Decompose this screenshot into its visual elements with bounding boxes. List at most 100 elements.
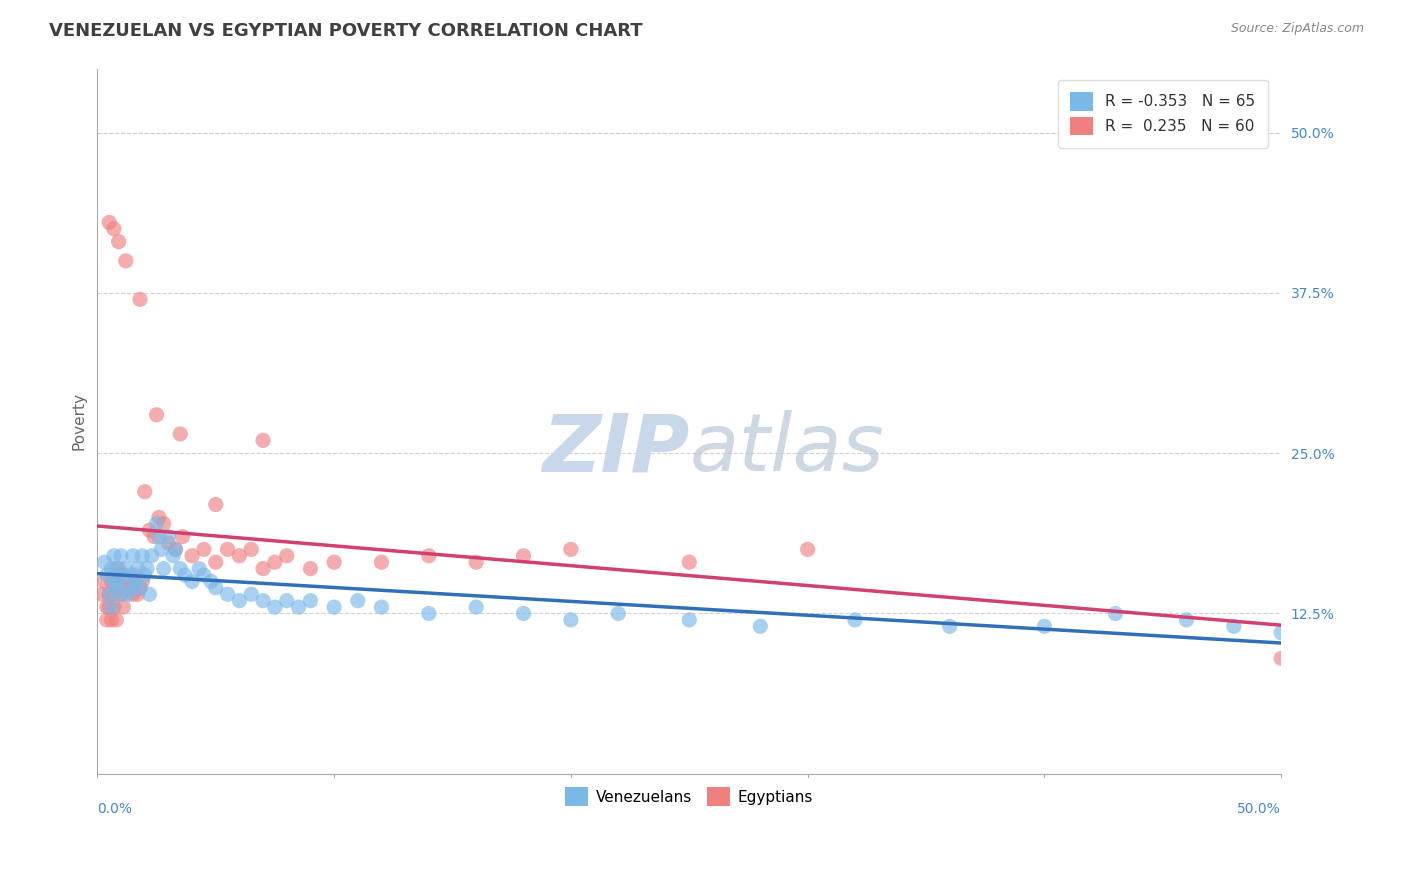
Point bbox=[1223, 619, 1246, 633]
Point bbox=[174, 568, 197, 582]
Point bbox=[162, 549, 184, 563]
Point bbox=[114, 581, 136, 595]
Text: 0.0%: 0.0% bbox=[97, 802, 132, 815]
Point bbox=[181, 574, 204, 589]
Point bbox=[96, 568, 118, 582]
Point bbox=[98, 600, 121, 615]
Point bbox=[188, 561, 211, 575]
Point bbox=[110, 587, 132, 601]
Point bbox=[129, 581, 152, 595]
Point bbox=[121, 587, 143, 601]
Point bbox=[204, 555, 226, 569]
Point bbox=[103, 574, 125, 589]
Point bbox=[465, 555, 488, 569]
Point bbox=[114, 561, 136, 575]
Point bbox=[138, 587, 160, 601]
Point bbox=[105, 568, 128, 582]
Point bbox=[1270, 651, 1292, 665]
Point bbox=[127, 561, 149, 575]
Point bbox=[105, 561, 128, 575]
Point bbox=[607, 607, 630, 621]
Text: ZIP: ZIP bbox=[541, 410, 689, 488]
Point bbox=[276, 549, 298, 563]
Point bbox=[169, 427, 191, 442]
Point bbox=[323, 555, 346, 569]
Point bbox=[181, 549, 204, 563]
Point bbox=[110, 549, 132, 563]
Point bbox=[131, 574, 153, 589]
Point bbox=[136, 561, 159, 575]
Point bbox=[124, 568, 146, 582]
Point bbox=[93, 574, 115, 589]
Point bbox=[103, 587, 125, 601]
Point bbox=[103, 600, 125, 615]
Point bbox=[678, 555, 700, 569]
Point bbox=[287, 600, 309, 615]
Point bbox=[193, 542, 215, 557]
Point bbox=[204, 498, 226, 512]
Point bbox=[124, 574, 146, 589]
Point bbox=[1033, 619, 1056, 633]
Point bbox=[112, 600, 135, 615]
Point bbox=[938, 619, 960, 633]
Point bbox=[152, 516, 174, 531]
Point bbox=[1175, 613, 1198, 627]
Point bbox=[1104, 607, 1126, 621]
Point bbox=[105, 581, 128, 595]
Text: atlas: atlas bbox=[689, 410, 884, 488]
Point bbox=[107, 561, 129, 575]
Point bbox=[299, 593, 322, 607]
Point bbox=[127, 587, 149, 601]
Point bbox=[93, 555, 115, 569]
Point bbox=[512, 607, 534, 621]
Point bbox=[678, 613, 700, 627]
Text: Source: ZipAtlas.com: Source: ZipAtlas.com bbox=[1230, 22, 1364, 36]
Point bbox=[749, 619, 772, 633]
Point bbox=[150, 542, 173, 557]
Point bbox=[204, 581, 226, 595]
Point bbox=[418, 607, 440, 621]
Point bbox=[121, 581, 143, 595]
Point bbox=[134, 568, 156, 582]
Point bbox=[100, 561, 122, 575]
Point bbox=[240, 587, 263, 601]
Point bbox=[117, 587, 139, 601]
Point bbox=[252, 561, 274, 575]
Point bbox=[105, 613, 128, 627]
Point bbox=[110, 568, 132, 582]
Point bbox=[148, 530, 170, 544]
Point bbox=[560, 613, 582, 627]
Point bbox=[844, 613, 866, 627]
Point bbox=[96, 600, 118, 615]
Point bbox=[138, 523, 160, 537]
Point bbox=[217, 587, 239, 601]
Legend: Venezuelans, Egyptians: Venezuelans, Egyptians bbox=[560, 781, 820, 812]
Point bbox=[157, 536, 180, 550]
Point bbox=[117, 574, 139, 589]
Point bbox=[121, 549, 143, 563]
Point bbox=[323, 600, 346, 615]
Text: VENEZUELAN VS EGYPTIAN POVERTY CORRELATION CHART: VENEZUELAN VS EGYPTIAN POVERTY CORRELATI… bbox=[49, 22, 643, 40]
Text: 50.0%: 50.0% bbox=[1237, 802, 1281, 815]
Point bbox=[796, 542, 818, 557]
Point bbox=[560, 542, 582, 557]
Point bbox=[107, 235, 129, 249]
Point bbox=[169, 561, 191, 575]
Point bbox=[193, 568, 215, 582]
Point bbox=[134, 484, 156, 499]
Point bbox=[370, 555, 392, 569]
Point bbox=[228, 593, 250, 607]
Point bbox=[228, 549, 250, 563]
Point bbox=[165, 542, 187, 557]
Point bbox=[129, 581, 152, 595]
Point bbox=[98, 587, 121, 601]
Point bbox=[96, 613, 118, 627]
Point bbox=[217, 542, 239, 557]
Point bbox=[252, 434, 274, 448]
Point bbox=[276, 593, 298, 607]
Point bbox=[120, 581, 142, 595]
Point bbox=[131, 549, 153, 563]
Point bbox=[165, 542, 187, 557]
Point bbox=[465, 600, 488, 615]
Point bbox=[145, 408, 167, 422]
